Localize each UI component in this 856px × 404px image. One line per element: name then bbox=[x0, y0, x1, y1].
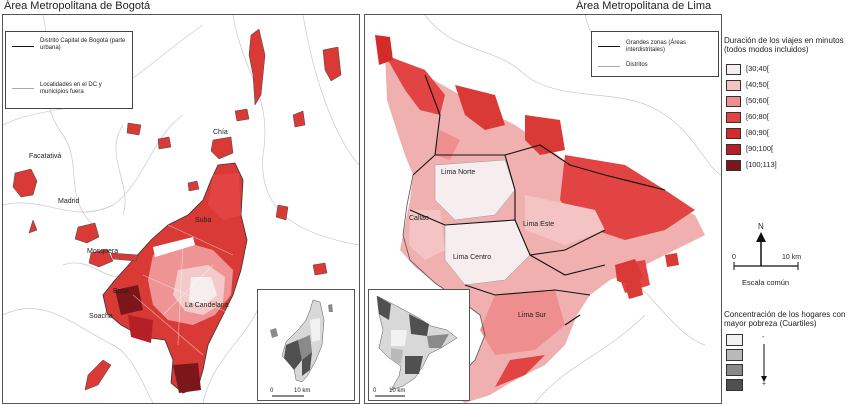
lima-legend: Grandes zonas (Áreas interdistritales) D… bbox=[591, 31, 719, 77]
quartile-swatch-2 bbox=[726, 364, 743, 376]
bogota-legend: Distrito Capital de Bogotá (parte urbana… bbox=[5, 31, 133, 109]
duration-class-5: [90;100[ bbox=[746, 144, 774, 153]
north-arrow-icon bbox=[756, 232, 766, 266]
scale-bar bbox=[733, 262, 799, 270]
municipality-patches bbox=[12, 28, 342, 391]
north-label: N bbox=[758, 222, 764, 231]
lima-inset-scale-zero: 0 bbox=[373, 388, 377, 394]
quartile-swatch-0 bbox=[726, 334, 743, 346]
lima-outlying-patches bbox=[615, 253, 679, 299]
bogota-legend-label-2: Localidades en el DC y municipios fuera bbox=[40, 82, 102, 95]
zone-boundary-swatch bbox=[598, 46, 620, 47]
lima-inset-graphic bbox=[375, 295, 458, 397]
lima-inset-scale-dist: 10 km bbox=[389, 388, 406, 394]
bogota-inset-graphic bbox=[270, 299, 333, 397]
duration-class-2: [50;60[ bbox=[746, 96, 769, 105]
quartile-swatch-3 bbox=[726, 379, 743, 391]
lima-urban-area bbox=[375, 35, 705, 403]
lima-legend-label-2: Distritos bbox=[626, 62, 648, 68]
bogota-inset-scale-zero: 0 bbox=[270, 388, 274, 394]
lima-poverty-inset: 0 10 km bbox=[368, 289, 470, 401]
place-label-chia: Chía bbox=[213, 129, 228, 136]
bogota-poverty-inset: 0 10 km bbox=[257, 289, 355, 401]
duration-swatch-0 bbox=[726, 64, 741, 75]
scale-caption: Escala común bbox=[742, 278, 790, 287]
place-label-lima-norte: Lima Norte bbox=[441, 169, 476, 176]
shared-legend: Duración de los viajes en minutos (todos… bbox=[722, 0, 856, 404]
place-label-madrid: Madrid bbox=[58, 198, 80, 205]
district-boundary-swatch bbox=[598, 66, 620, 67]
place-label-bosa: Bosa bbox=[113, 288, 129, 295]
duration-legend-title: Duración de los viajes en minutos (todos… bbox=[724, 36, 844, 54]
lima-legend-label-1: Grandes zonas (Áreas interdistritales) bbox=[626, 40, 687, 53]
scale-zero: 0 bbox=[732, 254, 736, 261]
place-label-facatativa: Facatativá bbox=[29, 153, 62, 160]
quartile-plus-label: + bbox=[762, 381, 767, 388]
poverty-legend-title: Concentración de los hogares con mayor p… bbox=[724, 310, 846, 328]
bogota-map-title: Área Metropolitana de Bogotá bbox=[4, 0, 151, 12]
bogota-urban-area bbox=[102, 162, 248, 394]
lima-zone-boundaries bbox=[409, 74, 666, 326]
place-label-soacha: Soacha bbox=[89, 313, 113, 320]
place-label-lima-sur: Lima Sur bbox=[518, 312, 547, 319]
locality-boundary-swatch bbox=[12, 88, 34, 89]
lima-map-graphic bbox=[375, 15, 721, 403]
place-label-lima-centro: Lima Centro bbox=[453, 254, 492, 261]
duration-swatch-1 bbox=[726, 80, 741, 91]
district-boundary-swatch bbox=[12, 46, 34, 47]
place-label-mosquera: Mosquera bbox=[87, 248, 119, 255]
duration-class-6: [100;113] bbox=[746, 160, 777, 169]
quartile-minus-label: - bbox=[762, 334, 765, 341]
duration-swatch-2 bbox=[726, 96, 741, 107]
place-label-la-candelaria: La Candelaria bbox=[185, 302, 229, 309]
duration-swatch-6 bbox=[726, 160, 741, 171]
scale-distance: 10 km bbox=[782, 254, 802, 261]
duration-class-3: [60;80[ bbox=[746, 112, 769, 121]
bogota-inset-scale-dist: 10 km bbox=[294, 388, 311, 394]
duration-swatch-4 bbox=[726, 128, 741, 139]
duration-class-0: [30;40[ bbox=[746, 64, 769, 73]
place-label-lima-este: Lima Este bbox=[523, 221, 555, 228]
place-label-callao: Callao bbox=[409, 215, 429, 222]
place-label-suba: Suba bbox=[195, 217, 212, 224]
bogota-map[interactable]: Distrito Capital de Bogotá (parte urbana… bbox=[2, 14, 360, 404]
quartile-swatch-1 bbox=[726, 349, 743, 361]
bogota-legend-label-1: Distrito Capital de Bogotá (parte urbana… bbox=[40, 38, 126, 51]
quartile-arrow-icon bbox=[761, 344, 767, 382]
bogota-map-graphic bbox=[3, 15, 359, 403]
lima-map-title: Área Metropolitana de Lima bbox=[576, 0, 712, 12]
duration-swatch-3 bbox=[726, 112, 741, 123]
duration-class-1: [40;50[ bbox=[746, 80, 769, 89]
lima-map[interactable]: Grandes zonas (Áreas interdistritales) D… bbox=[364, 14, 722, 404]
duration-class-4: [80;90[ bbox=[746, 128, 769, 137]
duration-swatch-5 bbox=[726, 144, 741, 155]
